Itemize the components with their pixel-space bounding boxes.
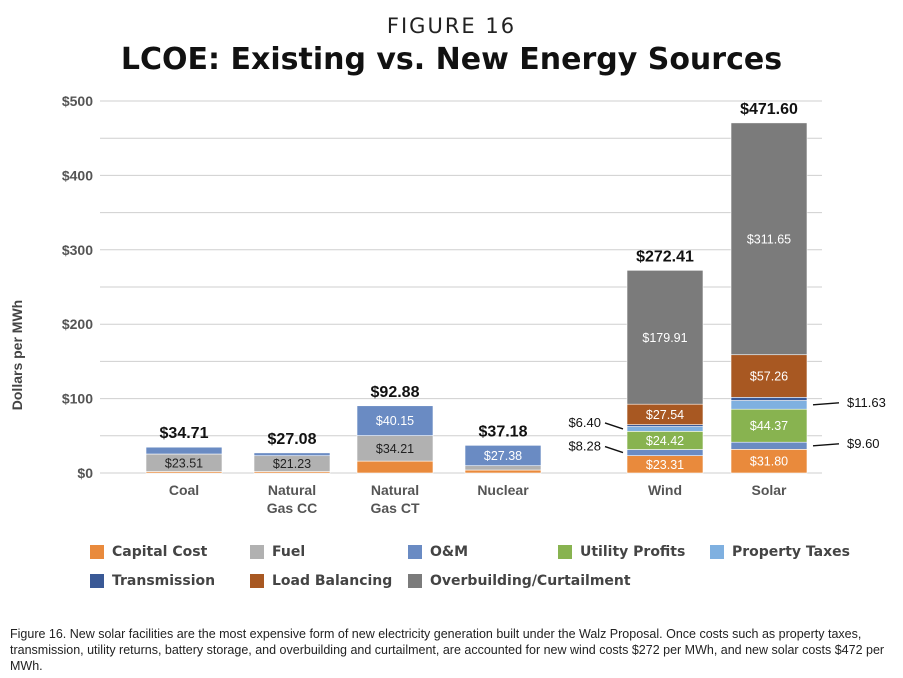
leader-line: [812, 443, 840, 447]
segment-label: $44.37: [750, 419, 788, 433]
bar-segment: [626, 270, 704, 405]
legend-item: Transmission: [90, 573, 215, 589]
bar-segment: [730, 408, 808, 443]
bar-segment: [464, 445, 542, 467]
total-label: $92.88: [371, 384, 420, 401]
segment-labels: $23.51 $21.23 $34.21 $40.15 $27.38 $23.31 $24.…: [165, 232, 791, 472]
total-label: $272.41: [636, 248, 694, 265]
legend-item: Utility Profits: [558, 544, 685, 560]
grid-lines: [100, 100, 822, 474]
segment-label: $27.54: [646, 408, 684, 422]
segment-label: $23.51: [165, 456, 203, 470]
legend-swatch: [250, 574, 264, 588]
leader-line: [604, 445, 624, 454]
legend-label: O&M: [430, 544, 469, 560]
legend-label: Transmission: [112, 573, 216, 589]
annotation-label: $11.63: [847, 395, 886, 410]
bar-segment: [730, 400, 808, 410]
segment-label: $34.21: [376, 442, 414, 456]
x-tick-label: Gas CC: [267, 500, 318, 516]
bar-segment: [730, 354, 808, 398]
bar-segment: [356, 435, 434, 462]
segment-label: $311.65: [747, 232, 791, 246]
y-tick-label: $200: [62, 316, 93, 332]
bar-segment: [464, 465, 542, 471]
chart-title: LCOE: Existing vs. New Energy Sources: [120, 42, 783, 77]
leader-line: [812, 402, 840, 406]
y-tick-label: $400: [62, 167, 93, 183]
legend-item: Load Balancing: [250, 573, 392, 589]
bar-segment: [145, 446, 223, 455]
legend-swatch: [710, 545, 724, 559]
legend-label: Capital Cost: [112, 544, 208, 560]
x-tick-label: Natural: [268, 482, 316, 498]
legend-label: Utility Profits: [580, 544, 686, 560]
legend-swatch: [408, 545, 422, 559]
legend-swatch: [90, 574, 104, 588]
total-label: $27.08: [268, 431, 317, 448]
segment-label: $40.15: [376, 414, 414, 428]
annotation-label: $9.60: [847, 436, 880, 451]
bar-segment: [253, 452, 331, 457]
legend-swatch: [250, 545, 264, 559]
x-tick-label: Wind: [648, 482, 682, 498]
y-axis-label: Dollars per MWh: [9, 300, 25, 410]
y-tick-label: $100: [62, 391, 93, 407]
x-tick-label: Nuclear: [477, 482, 529, 498]
x-tick-label: Gas CT: [370, 500, 419, 516]
bar-segment: [626, 449, 704, 456]
total-labels: $34.71 $27.08 $92.88 $37.18 $272.41 $471.60: [160, 101, 798, 448]
annotations: $6.40 $8.28 $11.63 $9.60: [568, 395, 885, 454]
x-tick-label: Solar: [751, 482, 787, 498]
x-tick-label: Coal: [169, 482, 199, 498]
legend-item: Fuel: [250, 544, 305, 560]
leader-line: [604, 422, 624, 430]
segment-label: $179.91: [642, 331, 687, 345]
annotation-label: $8.28: [568, 439, 601, 454]
bar-segment: [356, 460, 434, 474]
bar-segment: [626, 426, 704, 432]
bars: [145, 122, 808, 474]
legend-label: Property Taxes: [732, 544, 850, 560]
legend-item: Overbuilding/Curtailment: [408, 573, 631, 589]
legend-item: Capital Cost: [90, 544, 207, 560]
total-label: $34.71: [160, 425, 209, 442]
bar-segment: [464, 469, 542, 474]
bar-segment: [730, 397, 808, 401]
legend-label: Fuel: [272, 544, 306, 560]
segment-label: $23.31: [646, 458, 684, 472]
total-label: $37.18: [479, 423, 528, 440]
segment-label: $31.80: [750, 455, 788, 469]
legend-label: Load Balancing: [272, 573, 393, 589]
annotation-label: $6.40: [568, 415, 601, 430]
y-tick-labels: $0 $100 $200 $300 $400 $500: [62, 93, 93, 481]
bar-segment: [730, 441, 808, 450]
segment-label: $27.38: [484, 449, 522, 463]
legend-swatch: [558, 545, 572, 559]
bar-segment: [730, 122, 808, 356]
legend-swatch: [90, 545, 104, 559]
total-label: $471.60: [740, 101, 798, 118]
y-tick-label: $500: [62, 93, 93, 109]
segment-label: $24.42: [646, 434, 684, 448]
y-tick-label: $0: [77, 465, 93, 481]
stacked-bar-chart: $0 $100 $200 $300 $400 $500 Dollars per MWh $…: [9, 93, 886, 516]
x-tick-label: Natural: [371, 482, 419, 498]
bar-segment: [356, 405, 434, 436]
x-tick-labels: Coal Natural Gas CC Natural Gas CT Nuclear Win…: [169, 482, 787, 516]
legend-swatch: [408, 574, 422, 588]
legend-item: O&M: [408, 544, 468, 560]
y-tick-label: $300: [62, 242, 93, 258]
segment-label: $21.23: [273, 457, 311, 471]
legend-item: Property Taxes: [710, 544, 850, 560]
figure-caption: Figure 16. New solar facilities are the …: [10, 627, 885, 673]
segment-label: $57.26: [750, 370, 788, 384]
figure-label: FIGURE 16: [386, 14, 517, 38]
legend-label: Overbuilding/Curtailment: [430, 573, 631, 589]
